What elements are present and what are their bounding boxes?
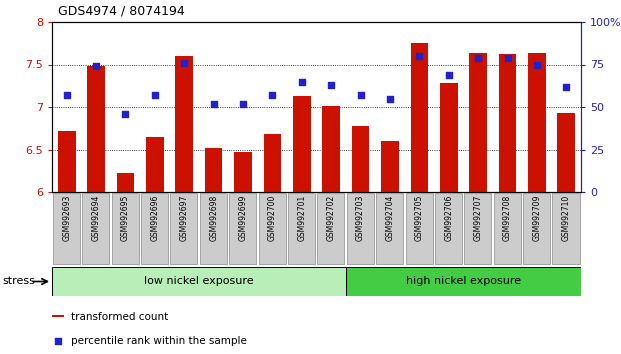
Text: GSM992706: GSM992706 bbox=[444, 195, 453, 241]
Bar bbox=[322, 106, 340, 192]
FancyBboxPatch shape bbox=[523, 193, 550, 264]
Text: stress: stress bbox=[2, 276, 35, 286]
Bar bbox=[117, 173, 134, 192]
Point bbox=[502, 55, 512, 61]
Point bbox=[150, 92, 160, 98]
Bar bbox=[351, 126, 369, 192]
Text: GSM992693: GSM992693 bbox=[62, 195, 71, 241]
Text: GDS4974 / 8074194: GDS4974 / 8074194 bbox=[58, 4, 185, 17]
Text: GSM992704: GSM992704 bbox=[386, 195, 394, 241]
FancyBboxPatch shape bbox=[112, 193, 138, 264]
FancyBboxPatch shape bbox=[258, 193, 286, 264]
Point bbox=[356, 92, 366, 98]
FancyBboxPatch shape bbox=[553, 193, 579, 264]
FancyBboxPatch shape bbox=[288, 193, 315, 264]
Text: GSM992707: GSM992707 bbox=[474, 195, 483, 241]
Text: GSM992705: GSM992705 bbox=[415, 195, 424, 241]
FancyBboxPatch shape bbox=[347, 193, 374, 264]
Point bbox=[414, 53, 424, 59]
Point bbox=[268, 92, 278, 98]
FancyBboxPatch shape bbox=[465, 193, 491, 264]
Point bbox=[385, 96, 395, 101]
Point bbox=[444, 72, 454, 78]
FancyBboxPatch shape bbox=[200, 193, 227, 264]
FancyBboxPatch shape bbox=[82, 193, 109, 264]
Bar bbox=[440, 83, 458, 192]
Bar bbox=[88, 66, 105, 192]
Text: GSM992695: GSM992695 bbox=[121, 195, 130, 241]
Text: GSM992710: GSM992710 bbox=[562, 195, 571, 241]
Point bbox=[238, 101, 248, 107]
Point bbox=[532, 62, 542, 67]
Bar bbox=[58, 131, 76, 192]
Bar bbox=[381, 141, 399, 192]
Bar bbox=[410, 43, 428, 192]
Point bbox=[53, 338, 63, 344]
Point bbox=[297, 79, 307, 84]
Bar bbox=[528, 53, 546, 192]
Text: low nickel exposure: low nickel exposure bbox=[144, 276, 254, 286]
FancyBboxPatch shape bbox=[494, 193, 521, 264]
Text: GSM992698: GSM992698 bbox=[209, 195, 218, 241]
Bar bbox=[146, 137, 164, 192]
Text: transformed count: transformed count bbox=[71, 312, 168, 321]
Bar bbox=[234, 152, 252, 192]
Point bbox=[91, 63, 101, 69]
Text: GSM992697: GSM992697 bbox=[179, 195, 189, 241]
Text: GSM992702: GSM992702 bbox=[327, 195, 336, 241]
FancyBboxPatch shape bbox=[170, 193, 197, 264]
Bar bbox=[558, 113, 575, 192]
Text: GSM992708: GSM992708 bbox=[503, 195, 512, 241]
FancyBboxPatch shape bbox=[53, 193, 80, 264]
Text: high nickel exposure: high nickel exposure bbox=[406, 276, 521, 286]
FancyBboxPatch shape bbox=[346, 267, 581, 296]
FancyBboxPatch shape bbox=[406, 193, 433, 264]
FancyBboxPatch shape bbox=[376, 193, 403, 264]
Text: GSM992696: GSM992696 bbox=[150, 195, 160, 241]
Bar bbox=[52, 315, 63, 317]
Bar bbox=[469, 53, 487, 192]
Point bbox=[61, 92, 71, 98]
Bar bbox=[263, 134, 281, 192]
Point bbox=[209, 101, 219, 107]
Point bbox=[561, 84, 571, 90]
Point bbox=[473, 55, 483, 61]
Text: GSM992699: GSM992699 bbox=[238, 195, 248, 241]
Bar bbox=[205, 148, 222, 192]
FancyBboxPatch shape bbox=[435, 193, 462, 264]
Text: GSM992700: GSM992700 bbox=[268, 195, 277, 241]
FancyBboxPatch shape bbox=[52, 267, 346, 296]
FancyBboxPatch shape bbox=[317, 193, 345, 264]
Point bbox=[179, 60, 189, 65]
Bar bbox=[293, 96, 310, 192]
Text: GSM992694: GSM992694 bbox=[91, 195, 101, 241]
Point bbox=[120, 111, 130, 116]
Text: GSM992709: GSM992709 bbox=[532, 195, 542, 241]
Text: GSM992701: GSM992701 bbox=[297, 195, 306, 241]
Text: GSM992703: GSM992703 bbox=[356, 195, 365, 241]
Point bbox=[326, 82, 336, 88]
Text: percentile rank within the sample: percentile rank within the sample bbox=[71, 336, 247, 346]
Bar bbox=[499, 54, 516, 192]
Bar bbox=[176, 56, 193, 192]
FancyBboxPatch shape bbox=[229, 193, 256, 264]
FancyBboxPatch shape bbox=[141, 193, 168, 264]
